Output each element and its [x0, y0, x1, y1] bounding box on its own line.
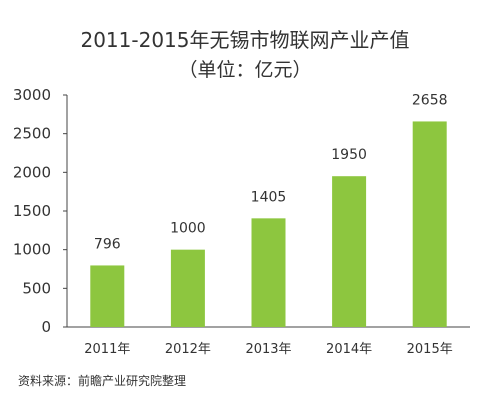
- source-note: 资料来源：前瞻产业研究院整理: [18, 373, 186, 388]
- y-tick-label: 0: [41, 318, 51, 336]
- y-tick-label: 1000: [13, 241, 51, 259]
- bar-2015年: [412, 121, 447, 327]
- x-tick-label: 2015年: [407, 342, 453, 357]
- bar-2014年: [332, 176, 367, 327]
- y-tick-label: 3000: [13, 86, 51, 104]
- data-label: 2658: [412, 92, 448, 108]
- x-ticks: 2011年 2012年 2013年 2014年 2015年: [84, 342, 452, 357]
- x-tick-label: 2014年: [326, 342, 372, 357]
- y-tick-label: 2000: [13, 163, 51, 181]
- y-ticks: 0 500 1000 1500 2000 2500 3000: [13, 86, 67, 336]
- data-labels: 796 1000 1405 1950 2658: [94, 92, 448, 252]
- y-tick-label: 500: [22, 279, 51, 297]
- data-label: 796: [94, 236, 121, 252]
- chart-title: 2011-2015年无锡市物联网产业产值: [80, 28, 409, 52]
- bars: [90, 121, 447, 327]
- x-tick-label: 2013年: [245, 342, 291, 357]
- y-tick-label: 2500: [13, 125, 51, 143]
- bar-2013年: [251, 218, 286, 327]
- x-tick-label: 2012年: [165, 342, 211, 357]
- y-tick-label: 1500: [13, 202, 51, 220]
- bar-2012年: [170, 249, 205, 327]
- data-label: 1000: [170, 221, 206, 237]
- x-tick-label: 2011年: [84, 342, 130, 357]
- data-label: 1950: [331, 147, 367, 163]
- chart-subtitle: （单位：亿元）: [178, 59, 311, 81]
- data-label: 1405: [251, 189, 287, 205]
- bar-2011年: [90, 265, 125, 327]
